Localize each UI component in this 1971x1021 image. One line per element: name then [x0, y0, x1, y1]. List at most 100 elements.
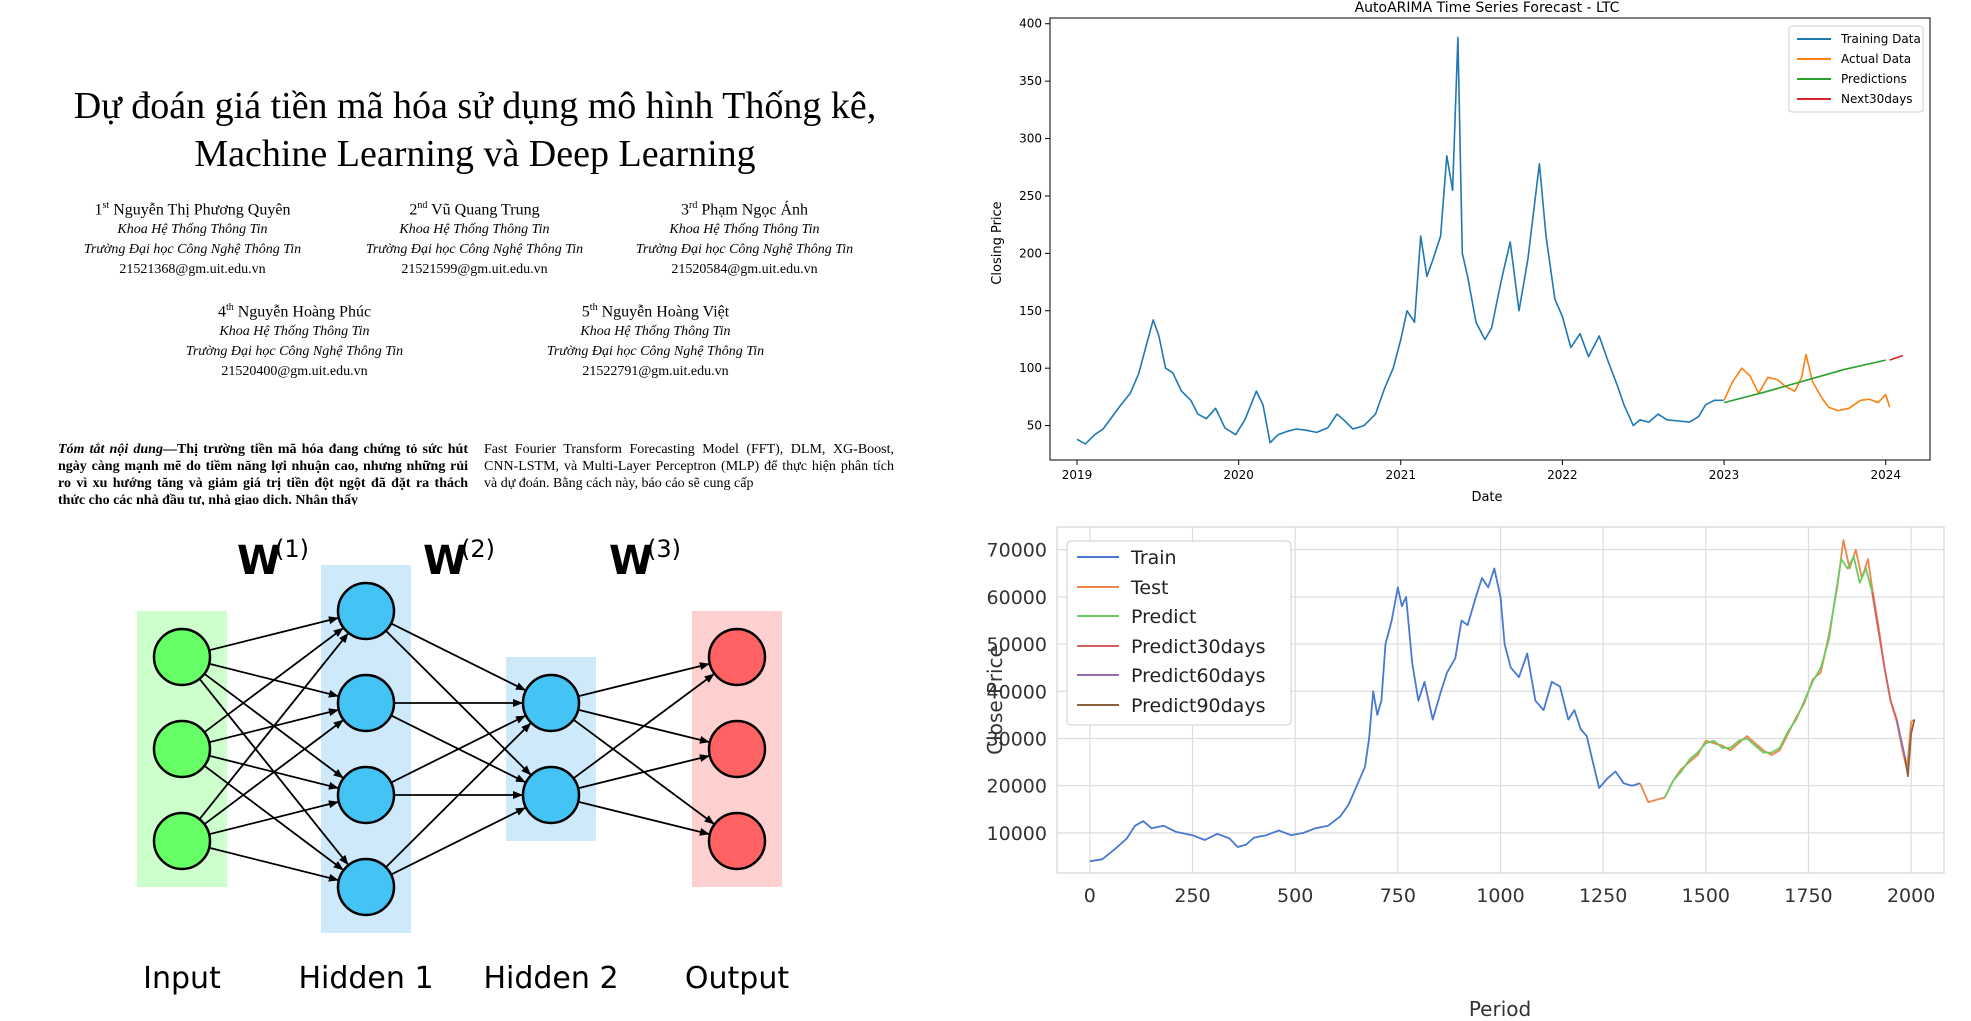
x-tick-label: 1250 [1579, 885, 1627, 907]
author-university: Trường Đại học Công Nghệ Thông Tin [635, 242, 854, 258]
legend: Train Test Predict Predict30days Predict… [1066, 540, 1292, 726]
abstract-left-text: Thị trường tiền mã hóa đang chứng tỏ sức… [58, 442, 468, 505]
weight-superscript: (3) [647, 535, 681, 563]
author-ordinal-suffix: th [589, 302, 598, 313]
connection-arrow [390, 807, 526, 876]
neural-network-diagram: W (1) W (2) W (3) Input Hidden 1 Hidden … [0, 505, 975, 1021]
node-hidden-1-1 [336, 581, 396, 641]
author-email: 21522791@gm.uit.edu.vn [582, 364, 729, 380]
author-ordinal-suffix: th [225, 302, 234, 313]
author-name: Phạm Ngọc Ánh [701, 201, 808, 219]
y-tick-label: 30000 [987, 728, 1047, 750]
author-name: Nguyễn Thị Phương Quyên [113, 201, 291, 219]
connection-arrow [572, 673, 715, 780]
node-hidden-2-2 [521, 765, 581, 825]
author-ordinal-suffix: rd [689, 200, 698, 211]
author-block-3: 3rd Phạm Ngọc Ánh Khoa Hệ Thống Thông Ti… [607, 196, 882, 280]
abstract-right-column: Fast Fourier Transform Forecasting Model… [484, 442, 894, 491]
author-email: 21520400@gm.uit.edu.vn [221, 364, 368, 380]
y-tick-label: 10000 [987, 823, 1047, 845]
author-department: Khoa Hệ Thống Thông Tin [399, 222, 550, 238]
weight-symbol: W [237, 538, 281, 584]
author-ordinal: 4 [217, 303, 226, 321]
y-axis-label: Closing Price [990, 201, 1005, 284]
y-tick-label: 400 [1019, 17, 1042, 31]
x-axis-label: Date [1471, 490, 1502, 505]
plot-frame [1049, 17, 1931, 461]
series-line-predict90days [1904, 719, 1916, 778]
legend-label-next30days: Next30days [1841, 92, 1913, 106]
legend-label-training-data: Training Data [1840, 32, 1921, 46]
node-hidden-1-4 [336, 857, 396, 917]
author-university: Trường Đại học Công Nghệ Thông Tin [546, 344, 765, 360]
connection-arrow [577, 662, 710, 698]
legend-label-predictions: Predictions [1841, 72, 1907, 86]
series-line-next30days [1889, 354, 1904, 361]
author-email: 21520584@gm.uit.edu.vn [671, 262, 818, 278]
author-ordinal: 5 [581, 303, 590, 321]
author-block-5: 5th Nguyễn Hoàng Việt Khoa Hệ Thống Thôn… [518, 298, 793, 382]
author-ordinal: 1 [94, 201, 103, 219]
legend-label-train: Train [1130, 547, 1177, 569]
series-line-predict30days [1871, 591, 1898, 720]
author-email: 21521368@gm.uit.edu.vn [119, 262, 266, 278]
layer-label-hidden-1: Hidden 1 [298, 961, 433, 996]
connection-arrow [577, 754, 710, 790]
autoarima-forecast-chart: AutoARIMA Time Series Forecast - LTC 201… [975, 0, 1971, 505]
x-tick-label: 1750 [1784, 885, 1832, 907]
author-name: Vũ Quang Trung [431, 201, 540, 219]
paper-title-line-2: Machine Learning và Deep Learning [194, 133, 756, 175]
x-tick-label: 1500 [1682, 885, 1730, 907]
node-output-3 [707, 811, 767, 871]
x-tick-label: 2000 [1887, 885, 1935, 907]
x-tick-label: 250 [1174, 885, 1210, 907]
x-tick-label: 500 [1277, 885, 1313, 907]
node-output-2 [707, 719, 767, 779]
y-tick-label: 70000 [987, 540, 1047, 562]
legend-label-predict30days: Predict30days [1131, 636, 1265, 658]
connection-arrow [577, 800, 710, 836]
author-ordinal: 2 [409, 201, 418, 219]
weight-label-3: W (3) [609, 535, 681, 584]
node-input-1 [152, 627, 212, 687]
legend-label-actual-data: Actual Data [1841, 52, 1911, 66]
layer-label-hidden-2: Hidden 2 [483, 961, 618, 996]
y-tick-label: 40000 [987, 681, 1047, 703]
y-axis-label: Close Price [983, 645, 1007, 755]
legend-label-test: Test [1130, 577, 1168, 599]
legend-label-predict90days: Predict90days [1131, 695, 1265, 717]
abstract-lead: Tóm tắt nội dung— [58, 442, 177, 457]
y-tick-label: 20000 [987, 776, 1047, 798]
weight-label-1: W (1) [237, 535, 309, 584]
connection-arrow [198, 632, 349, 820]
series-line-predict60days [1895, 719, 1906, 758]
x-tick-label: 2022 [1547, 468, 1578, 482]
author-department: Khoa Hệ Thống Thông Tin [219, 324, 370, 340]
abstract-left-column: Tóm tắt nội dung—Thị trường tiền mã hóa … [58, 441, 468, 505]
legend-label-predict60days: Predict60days [1131, 665, 1265, 687]
weight-label-2: W (2) [423, 535, 495, 584]
x-tick-label: 2019 [1062, 468, 1093, 482]
connection-arrow [390, 622, 526, 691]
x-axis-label: Period [1469, 997, 1531, 1021]
x-tick-label: 2023 [1709, 468, 1740, 482]
author-ordinal-suffix: nd [417, 200, 428, 211]
connection-arrow [390, 715, 526, 784]
node-hidden-1-2 [336, 673, 396, 733]
weight-superscript: (2) [461, 535, 495, 563]
node-hidden-1-3 [336, 765, 396, 825]
y-tick-label: 300 [1019, 132, 1042, 146]
author-department: Khoa Hệ Thống Thông Tin [580, 324, 731, 340]
author-university: Trường Đại học Công Nghệ Thông Tin [185, 344, 404, 360]
author-name: Nguyễn Hoàng Phúc [237, 303, 372, 321]
author-ordinal: 3 [681, 201, 689, 219]
y-tick-label: 60000 [987, 587, 1047, 609]
author-name: Nguyễn Hoàng Việt [601, 303, 730, 321]
paper-title: Dự đoán giá tiền mã hóa sử dụng mô hình … [0, 82, 950, 178]
author-department: Khoa Hệ Thống Thông Tin [669, 222, 820, 238]
connection-arrow [203, 627, 344, 733]
y-tick-label: 150 [1019, 304, 1042, 318]
connection-arrow [208, 846, 339, 882]
layer-label-output: Output [685, 961, 789, 996]
y-tick-label: 50000 [987, 634, 1047, 656]
